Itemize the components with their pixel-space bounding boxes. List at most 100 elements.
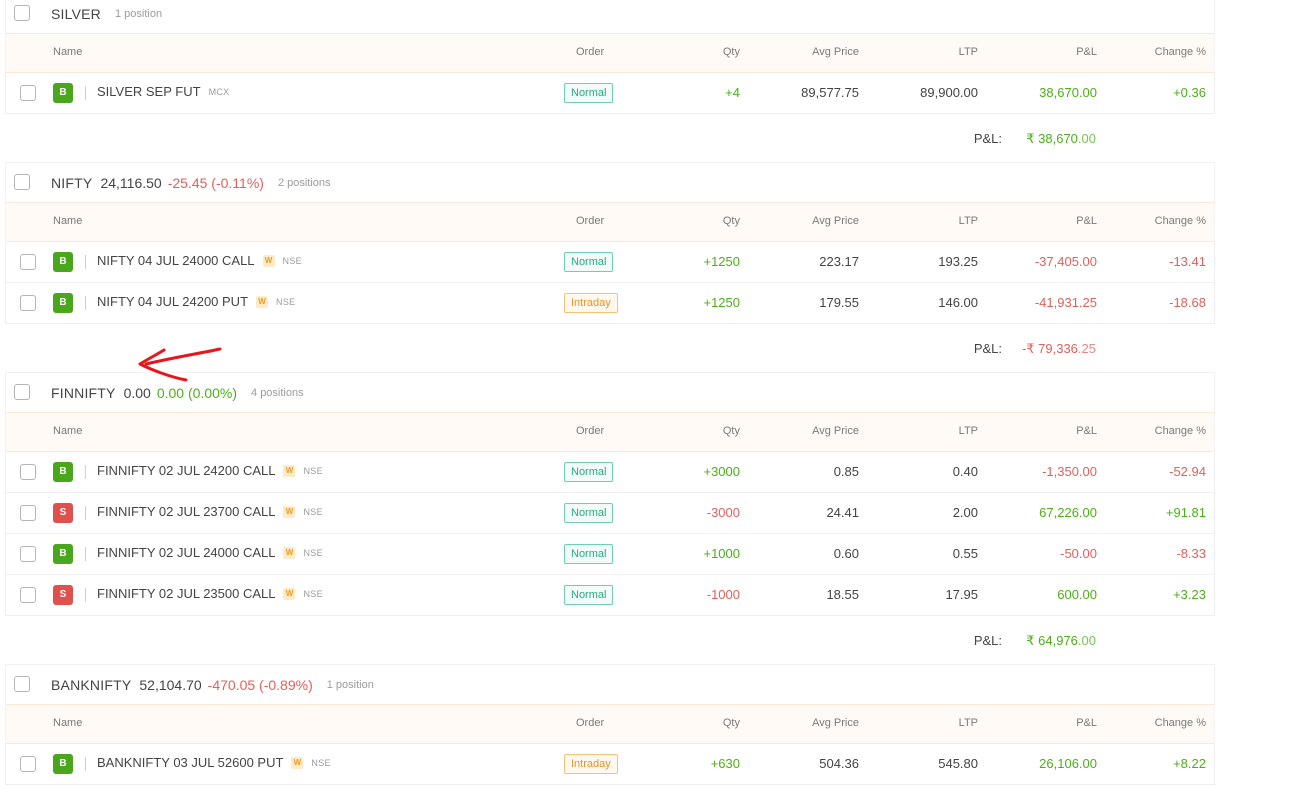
weekly-badge: W: [256, 295, 269, 308]
col-name[interactable]: Name: [53, 717, 83, 729]
table-row[interactable]: S FINNIFTY 02 JUL 23500 CALL W NSE Norma…: [6, 575, 1214, 615]
exchange-label: NSE: [303, 547, 323, 558]
weekly-badge: W: [283, 464, 296, 477]
row-select-checkbox[interactable]: [20, 85, 36, 101]
col-pnl[interactable]: P&L: [1076, 215, 1097, 227]
col-name[interactable]: Name: [53, 215, 83, 227]
col-pnl[interactable]: P&L: [1076, 717, 1097, 729]
change-cell: +8.22: [1173, 756, 1206, 771]
exchange-label: NSE: [303, 465, 323, 476]
group-name: SILVER: [51, 6, 101, 22]
col-name[interactable]: Name: [53, 46, 83, 58]
col-qty[interactable]: Qty: [722, 46, 740, 58]
order-type-badge: Normal: [564, 585, 614, 605]
group-name: BANKNIFTY: [51, 677, 132, 693]
col-qty[interactable]: Qty: [722, 215, 740, 227]
col-change[interactable]: Change %: [1154, 215, 1206, 227]
col-qty[interactable]: Qty: [722, 425, 740, 437]
pnl-cell: 67,226.00: [1039, 505, 1097, 520]
group-select-checkbox[interactable]: [14, 174, 30, 190]
instrument-name: SILVER SEP FUT: [97, 84, 201, 99]
col-pnl[interactable]: P&L: [1076, 46, 1097, 58]
total-pnl: ₹ 64,976.00: [1026, 633, 1096, 649]
divider: [85, 465, 86, 479]
table-row[interactable]: S FINNIFTY 02 JUL 23700 CALL W NSE Norma…: [6, 493, 1214, 534]
row-select-checkbox[interactable]: [20, 587, 36, 603]
table-row[interactable]: B NIFTY 04 JUL 24200 PUT W NSE Intraday …: [6, 283, 1214, 323]
table-header: Name Order Qty Avg Price LTP P&L Change …: [5, 33, 1215, 73]
col-avg-price[interactable]: Avg Price: [812, 717, 859, 729]
order-type-badge: Normal: [564, 544, 614, 564]
col-order[interactable]: Order: [576, 215, 605, 227]
col-order[interactable]: Order: [576, 717, 605, 729]
change-cell: +91.81: [1165, 505, 1206, 520]
avg-price-cell: 24.41: [826, 505, 859, 520]
change-cell: -13.41: [1169, 254, 1206, 269]
col-name[interactable]: Name: [53, 425, 83, 437]
annotation-arrow-icon: [138, 347, 222, 382]
group-select-checkbox[interactable]: [14, 384, 30, 400]
positions-table: B BANKNIFTY 03 JUL 52600 PUT W NSE Intra…: [5, 744, 1215, 785]
group-select-checkbox[interactable]: [14, 5, 30, 21]
row-select-checkbox[interactable]: [20, 295, 36, 311]
group-header: BANKNIFTY 52,104.70 -470.05 (-0.89%) 1 p…: [5, 664, 1215, 705]
row-select-checkbox[interactable]: [20, 546, 36, 562]
group-name: NIFTY: [51, 175, 93, 191]
positions-table: B FINNIFTY 02 JUL 24200 CALL W NSE Norma…: [5, 452, 1215, 616]
total-pnl: -₹ 79,336.25: [1022, 341, 1096, 357]
ltp-cell: 2.00: [952, 505, 978, 520]
col-change[interactable]: Change %: [1154, 46, 1206, 58]
table-row[interactable]: B NIFTY 04 JUL 24000 CALL W NSE Normal +…: [6, 242, 1214, 283]
pnl-cell: -41,931.25: [1034, 295, 1097, 310]
col-ltp[interactable]: LTP: [958, 425, 978, 437]
weekly-badge: W: [283, 587, 296, 600]
col-ltp[interactable]: LTP: [958, 717, 978, 729]
pnl-cell: -1,350.00: [1042, 464, 1097, 479]
pnl-cell: -37,405.00: [1034, 254, 1097, 269]
exchange-label: MCX: [208, 86, 230, 97]
order-type-badge: Normal: [564, 503, 614, 523]
total-pnl-decimal: .00: [1077, 633, 1096, 648]
avg-price-cell: 223.17: [819, 254, 859, 269]
col-order[interactable]: Order: [576, 425, 605, 437]
col-qty[interactable]: Qty: [722, 717, 740, 729]
table-row[interactable]: B BANKNIFTY 03 JUL 52600 PUT W NSE Intra…: [6, 744, 1214, 784]
group-total: P&L: -₹ 79,336.25: [5, 334, 1213, 364]
row-select-checkbox[interactable]: [20, 254, 36, 270]
row-select-checkbox[interactable]: [20, 464, 36, 480]
col-ltp[interactable]: LTP: [958, 215, 978, 227]
ltp-cell: 193.25: [938, 254, 978, 269]
change-cell: +0.36: [1173, 85, 1206, 100]
col-ltp[interactable]: LTP: [958, 46, 978, 58]
col-avg-price[interactable]: Avg Price: [812, 425, 859, 437]
exchange-label: NSE: [303, 506, 323, 517]
row-select-checkbox[interactable]: [20, 505, 36, 521]
group-select-checkbox[interactable]: [14, 676, 30, 692]
table-row[interactable]: B SILVER SEP FUT MCX Normal +4 89,577.75…: [6, 73, 1214, 113]
table-row[interactable]: B FINNIFTY 02 JUL 24000 CALL W NSE Norma…: [6, 534, 1214, 575]
table-row[interactable]: B FINNIFTY 02 JUL 24200 CALL W NSE Norma…: [6, 452, 1214, 493]
avg-price-cell: 18.55: [826, 587, 859, 602]
instrument-name: FINNIFTY 02 JUL 23500 CALL: [97, 586, 276, 601]
row-select-checkbox[interactable]: [20, 756, 36, 772]
col-avg-price[interactable]: Avg Price: [812, 46, 859, 58]
pnl-cell: 600.00: [1057, 587, 1097, 602]
weekly-badge: W: [283, 546, 296, 559]
group-position-count: 1 position: [114, 8, 163, 20]
col-order[interactable]: Order: [576, 46, 605, 58]
col-avg-price[interactable]: Avg Price: [812, 215, 859, 227]
qty-cell: -3000: [706, 505, 740, 520]
col-change[interactable]: Change %: [1154, 717, 1206, 729]
change-cell: -18.68: [1169, 295, 1206, 310]
instrument-cell: FINNIFTY 02 JUL 23500 CALL W NSE: [97, 586, 323, 601]
col-pnl[interactable]: P&L: [1076, 425, 1097, 437]
qty-cell: +630: [710, 756, 740, 771]
weekly-badge: W: [291, 756, 304, 769]
total-pnl: ₹ 38,670.00: [1026, 131, 1096, 147]
change-cell: -52.94: [1169, 464, 1206, 479]
group-total: P&L: ₹ 38,670.00: [5, 124, 1213, 154]
group-ltp: 52,104.70: [139, 677, 202, 693]
col-change[interactable]: Change %: [1154, 425, 1206, 437]
divider: [85, 255, 86, 269]
order-type-badge: Intraday: [564, 754, 618, 774]
